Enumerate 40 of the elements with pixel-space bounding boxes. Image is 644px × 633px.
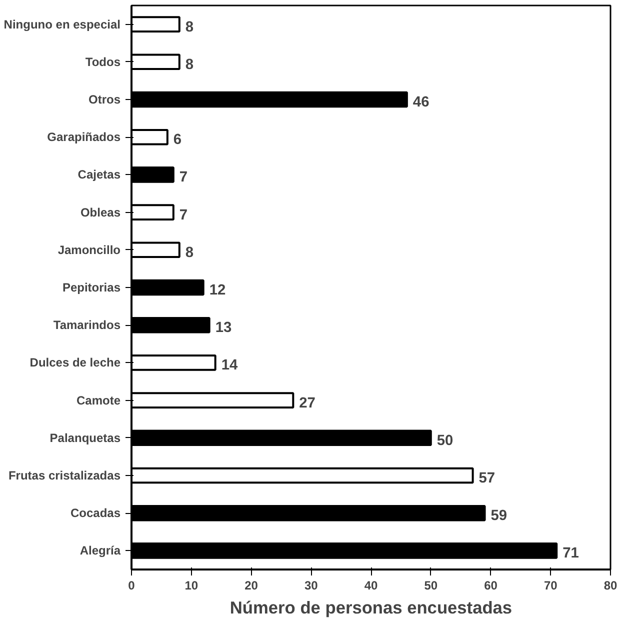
data-label: 57 <box>478 470 496 486</box>
x-tick-label: 20 <box>244 578 258 592</box>
x-tick-label: 10 <box>184 578 198 592</box>
x-tick-label: 30 <box>304 578 318 592</box>
y-tick-label: Jamoncillo <box>58 242 121 257</box>
data-label: 50 <box>436 432 454 449</box>
y-tick-label: Cajetas <box>78 168 121 182</box>
data-label: 14 <box>221 358 238 374</box>
y-tick-label: Palanquetas <box>50 430 121 445</box>
x-tick-label: 40 <box>364 578 378 592</box>
data-label: 71 <box>562 546 579 562</box>
x-tick-label: 80 <box>604 578 618 592</box>
y-tick-label: Obleas <box>80 205 121 220</box>
data-label: 27 <box>299 395 316 412</box>
x-axis-title: Número de personas encuestadas <box>230 598 512 618</box>
x-tick-label: 60 <box>484 578 498 592</box>
y-tick-label: Ninguno en especial <box>4 17 121 32</box>
data-label: 12 <box>209 282 226 298</box>
x-tick-label: 50 <box>424 578 438 592</box>
y-tick-label: Camote <box>76 393 121 408</box>
data-label: 8 <box>185 19 194 36</box>
y-tick-label: Otros <box>88 92 121 106</box>
y-tick-label: Garapiñados <box>47 130 121 144</box>
data-label: 6 <box>173 132 182 148</box>
data-label: 7 <box>179 207 188 224</box>
data-label: 13 <box>215 320 232 336</box>
y-tick-label: Alegría <box>80 544 121 558</box>
y-tick-label: Frutas cristalizadas <box>8 468 121 482</box>
y-tick-label: Tamarindos <box>53 318 121 332</box>
data-label: 7 <box>179 170 188 186</box>
x-tick-label: 70 <box>544 578 558 592</box>
y-tick-label: Dulces de leche <box>30 356 121 370</box>
x-tick-label: 0 <box>128 578 136 592</box>
data-label: 59 <box>490 508 508 524</box>
data-label: 8 <box>185 244 194 261</box>
y-tick-label: Todos <box>85 54 121 69</box>
data-label: 8 <box>185 56 194 73</box>
y-tick-label: Pepitorias <box>62 280 121 294</box>
y-tick-label: Cocadas <box>70 506 121 520</box>
data-label: 46 <box>412 94 430 110</box>
